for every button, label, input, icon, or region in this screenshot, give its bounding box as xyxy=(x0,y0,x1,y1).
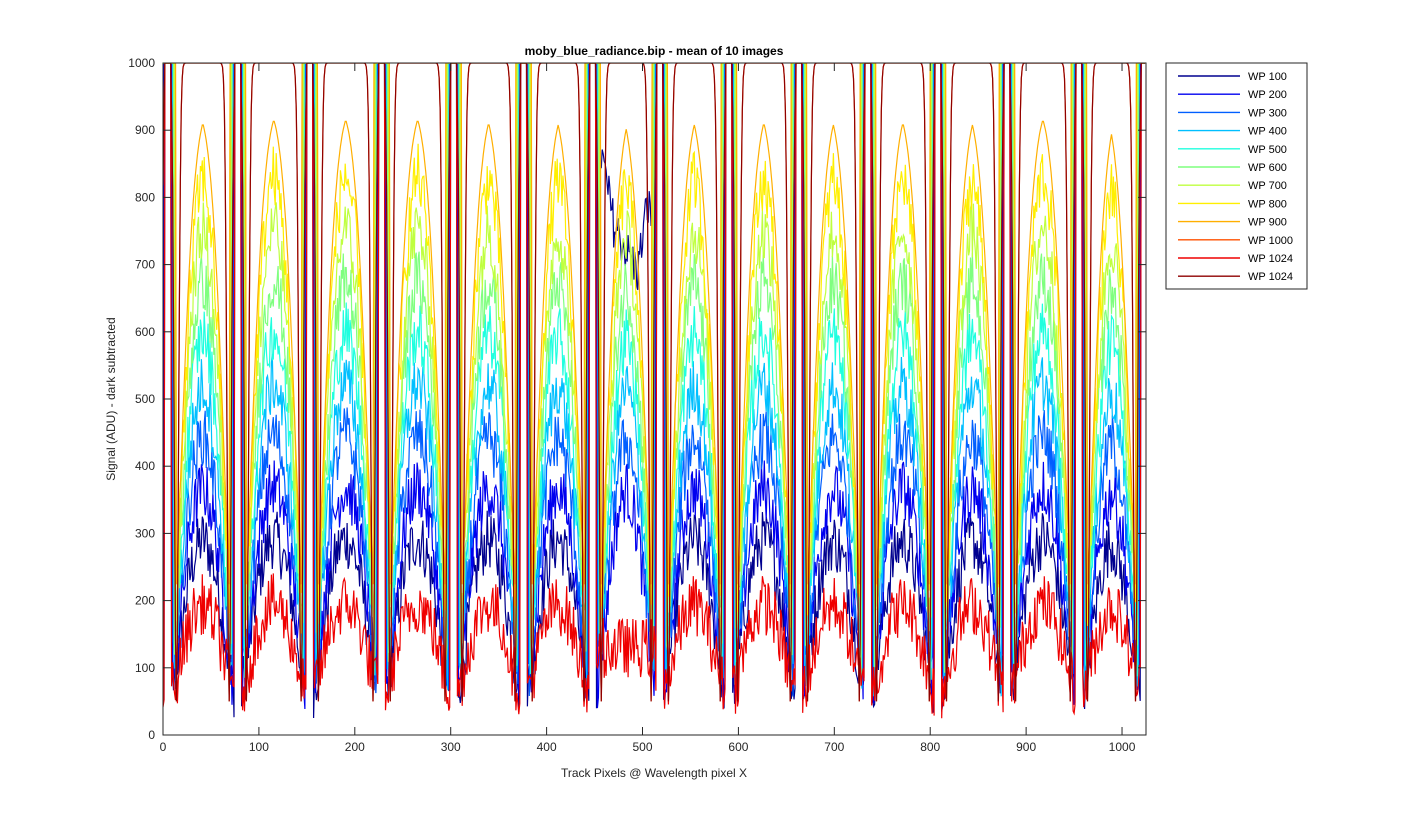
x-tick-label: 800 xyxy=(920,740,940,754)
y-tick-label: 200 xyxy=(135,594,155,608)
legend-label: WP 400 xyxy=(1248,126,1287,138)
x-tick-label: 900 xyxy=(1016,740,1036,754)
y-tick-label: 500 xyxy=(135,392,155,406)
series-line xyxy=(163,63,1145,585)
x-tick-label: 300 xyxy=(441,740,461,754)
legend-label: WP 1024 xyxy=(1248,253,1293,265)
series-line xyxy=(163,63,1145,624)
legend-label: WP 600 xyxy=(1248,162,1287,174)
legend-label: WP 500 xyxy=(1248,144,1287,156)
x-tick-label: 400 xyxy=(537,740,557,754)
y-axis: 0 100 200 300 400 500 600 700 800 900 1000 xyxy=(128,56,1146,742)
legend-box xyxy=(1165,62,1308,290)
x-tick-label: 500 xyxy=(632,740,652,754)
x-tick-label: 600 xyxy=(728,740,748,754)
series-line xyxy=(163,63,1145,674)
y-tick-label: 100 xyxy=(135,661,155,675)
x-tick-label: 100 xyxy=(249,740,269,754)
x-axis: 0 100 200 300 400 500 600 700 800 900 1000 xyxy=(160,63,1136,754)
legend-label: WP 900 xyxy=(1248,217,1287,229)
x-tick-label: 200 xyxy=(345,740,365,754)
y-tick-label: 900 xyxy=(135,123,155,137)
y-axis-label: Signal (ADU) - dark subtracted xyxy=(104,317,118,480)
legend-label: WP 1024 xyxy=(1248,271,1293,283)
x-tick-label: 0 xyxy=(160,740,167,754)
x-axis-label: Track Pixels @ Wavelength pixel X xyxy=(561,766,747,780)
legend-label: WP 200 xyxy=(1248,89,1287,101)
series-line xyxy=(163,63,1145,697)
y-tick-label: 0 xyxy=(148,728,155,742)
x-tick-label: 700 xyxy=(824,740,844,754)
x-tick-label: 1000 xyxy=(1109,740,1136,754)
y-tick-label: 700 xyxy=(135,258,155,272)
legend: WP 100 WP 200 WP 300 WP 400 WP 500 WP 600 WP 7… xyxy=(1165,62,1308,290)
legend-label: WP 100 xyxy=(1248,71,1287,83)
series-line xyxy=(163,63,1145,680)
legend-label: WP 1000 xyxy=(1248,235,1293,247)
legend-label: WP 700 xyxy=(1248,180,1287,192)
series-line xyxy=(163,63,1145,719)
chart-title: moby_blue_radiance.bip - mean of 10 imag… xyxy=(525,44,784,58)
legend-label: WP 300 xyxy=(1248,107,1287,119)
y-tick-label: 300 xyxy=(135,526,155,540)
series-line xyxy=(163,63,1145,650)
y-tick-label: 800 xyxy=(135,190,155,204)
y-tick-label: 1000 xyxy=(128,56,155,70)
y-tick-label: 400 xyxy=(135,459,155,473)
series-line xyxy=(163,63,1145,710)
legend-label: WP 800 xyxy=(1248,198,1287,210)
y-tick-label: 600 xyxy=(135,325,155,339)
